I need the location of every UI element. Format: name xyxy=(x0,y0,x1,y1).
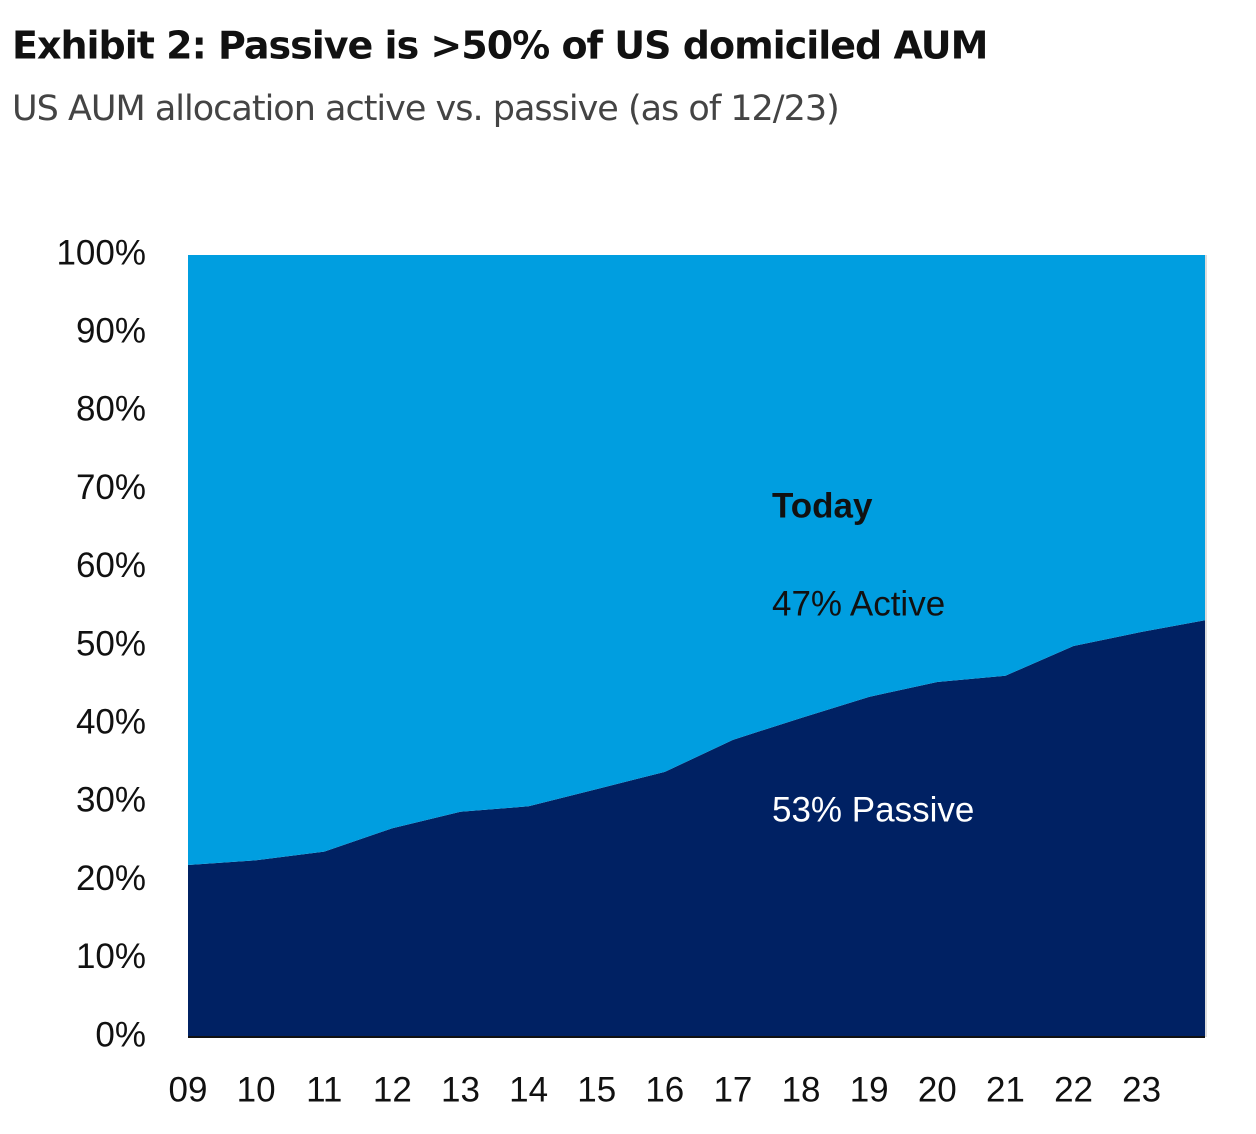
x-tick-label: 14 xyxy=(509,1070,548,1109)
x-tick-label: 22 xyxy=(1054,1070,1093,1109)
plot-area xyxy=(188,255,1205,1037)
annotation: 47% Active xyxy=(772,584,945,623)
area xyxy=(188,620,1205,1037)
chart-subtitle: US AUM allocation active vs. passive (as… xyxy=(12,89,839,129)
x-tick-label: 21 xyxy=(986,1070,1025,1109)
y-tick-label: 70% xyxy=(76,468,146,507)
y-tick-label: 80% xyxy=(76,390,146,429)
x-tick-label: 17 xyxy=(713,1070,752,1109)
x-tick-label: 09 xyxy=(169,1070,208,1109)
x-tick-label: 15 xyxy=(577,1070,616,1109)
x-tick-label: 20 xyxy=(918,1070,957,1109)
y-tick-label: 20% xyxy=(76,859,146,898)
y-tick-label: 40% xyxy=(76,702,146,741)
x-tick-label: 19 xyxy=(850,1070,889,1109)
x-tick-label: 12 xyxy=(373,1070,412,1109)
y-tick-label: 100% xyxy=(56,233,146,272)
chart-title: Exhibit 2: Passive is >50% of US domicil… xyxy=(12,24,987,68)
y-tick-label: 30% xyxy=(76,781,146,820)
x-tick-label: 11 xyxy=(306,1070,342,1109)
y-tick-label: 50% xyxy=(76,624,146,663)
y-tick-label: 10% xyxy=(76,937,146,976)
x-tick-label: 23 xyxy=(1122,1070,1161,1109)
x-tick-label: 18 xyxy=(782,1070,821,1109)
x-tick-label: 10 xyxy=(237,1070,276,1109)
area xyxy=(188,255,1205,865)
x-tick-label: 16 xyxy=(645,1070,684,1109)
y-tick-label: 60% xyxy=(76,546,146,585)
y-tick-label: 90% xyxy=(76,311,146,350)
x-tick-label: 13 xyxy=(441,1070,480,1109)
annotation: 53% Passive xyxy=(772,790,974,829)
y-tick-label: 0% xyxy=(95,1015,146,1054)
annotation: Today xyxy=(772,486,873,525)
